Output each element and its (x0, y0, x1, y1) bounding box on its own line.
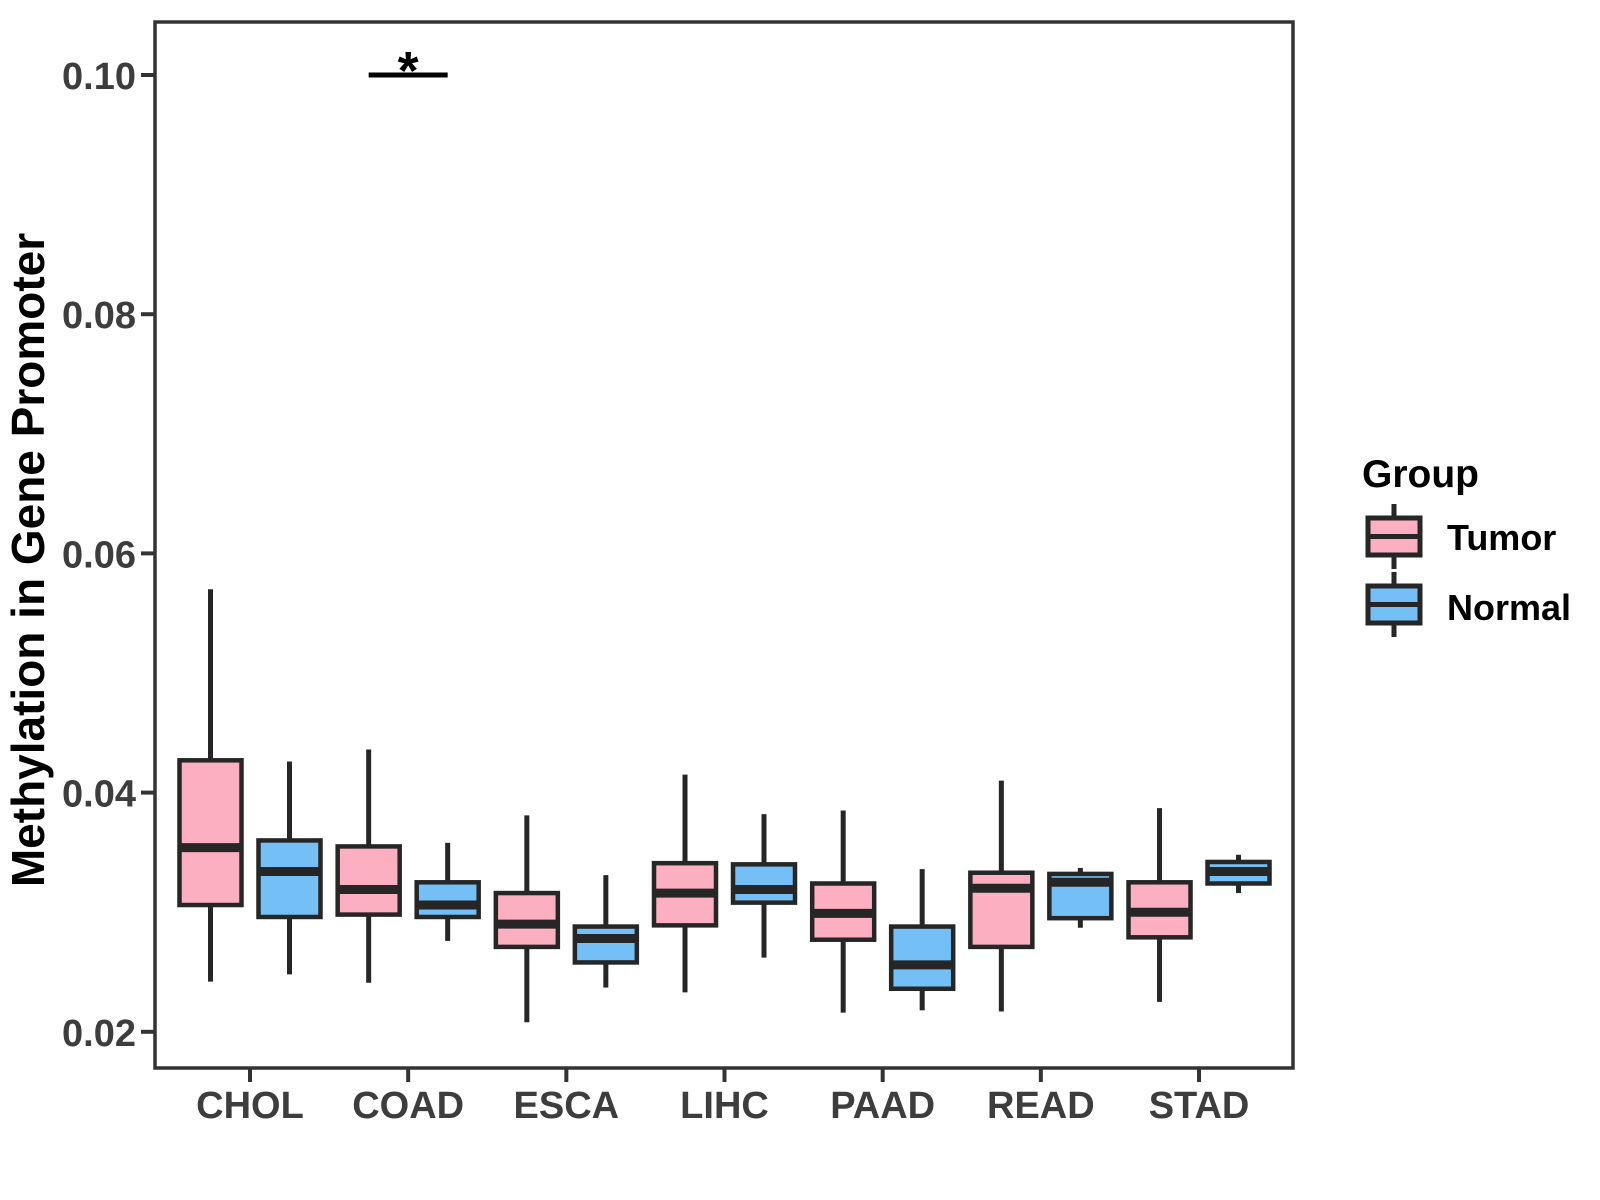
y-tick-label: 0.06 (62, 534, 136, 576)
boxplot-normal-coad (414, 842, 481, 941)
boxplot-normal-stad (1205, 854, 1272, 894)
boxplot-tumor-coad (335, 749, 402, 983)
boxplot-normal-esca (572, 875, 640, 988)
legend-label-normal: Normal (1447, 587, 1571, 628)
y-axis-title: Methylation in Gene Promoter (2, 233, 54, 887)
x-tick-label-read: READ (987, 1085, 1095, 1127)
iqr-box (256, 838, 323, 920)
plot-panel (153, 20, 1295, 1070)
iqr-box (730, 862, 798, 905)
boxplot-normal-paad (888, 869, 956, 1011)
x-tick-label-coad: COAD (352, 1085, 464, 1127)
boxplot-tumor-chol (177, 589, 244, 982)
significance-star-coad: * (398, 41, 419, 101)
iqr-box (335, 844, 402, 917)
boxplot-normal-read (1047, 867, 1114, 928)
boxplot-tumor-read (968, 780, 1035, 1012)
iqr-box (177, 758, 244, 908)
significance-layer: * (368, 41, 448, 101)
legend-entry-tumor: Tumor (1365, 504, 1556, 569)
boxplot-tumor-lihc (651, 774, 719, 993)
boxplot-tumor-stad (1126, 808, 1193, 1002)
boxplot-tumor-paad (809, 810, 877, 1013)
x-axis: CHOL COAD ESCA LIHC PAAD READ STAD (196, 1068, 1249, 1127)
iqr-box (414, 880, 481, 920)
iqr-box (572, 924, 640, 965)
legend: Group Tumor Normal (1362, 453, 1571, 637)
boxplot-tumor-esca (493, 815, 561, 1023)
x-tick-label-chol: CHOL (196, 1085, 304, 1127)
x-tick-label-lihc: LIHC (680, 1085, 769, 1127)
iqr-box (888, 924, 956, 991)
legend-label-tumor: Tumor (1447, 517, 1556, 558)
x-tick-label-paad: PAAD (830, 1085, 935, 1127)
y-tick-label: 0.02 (62, 1013, 136, 1055)
x-tick-label-stad: STAD (1149, 1085, 1250, 1127)
y-tick-label: 0.04 (62, 774, 136, 816)
y-tick-label: 0.10 (62, 56, 136, 98)
y-tick-label: 0.08 (62, 295, 136, 337)
x-tick-label-esca: ESCA (514, 1085, 620, 1127)
legend-title: Group (1362, 453, 1479, 496)
boxplot-normal-lihc (730, 814, 798, 958)
boxplot-normal-chol (256, 761, 323, 975)
y-axis: 0.02 0.04 0.06 0.08 0.10 (62, 56, 155, 1055)
legend-entry-normal: Normal (1365, 572, 1571, 637)
plot-area (177, 589, 1272, 1023)
